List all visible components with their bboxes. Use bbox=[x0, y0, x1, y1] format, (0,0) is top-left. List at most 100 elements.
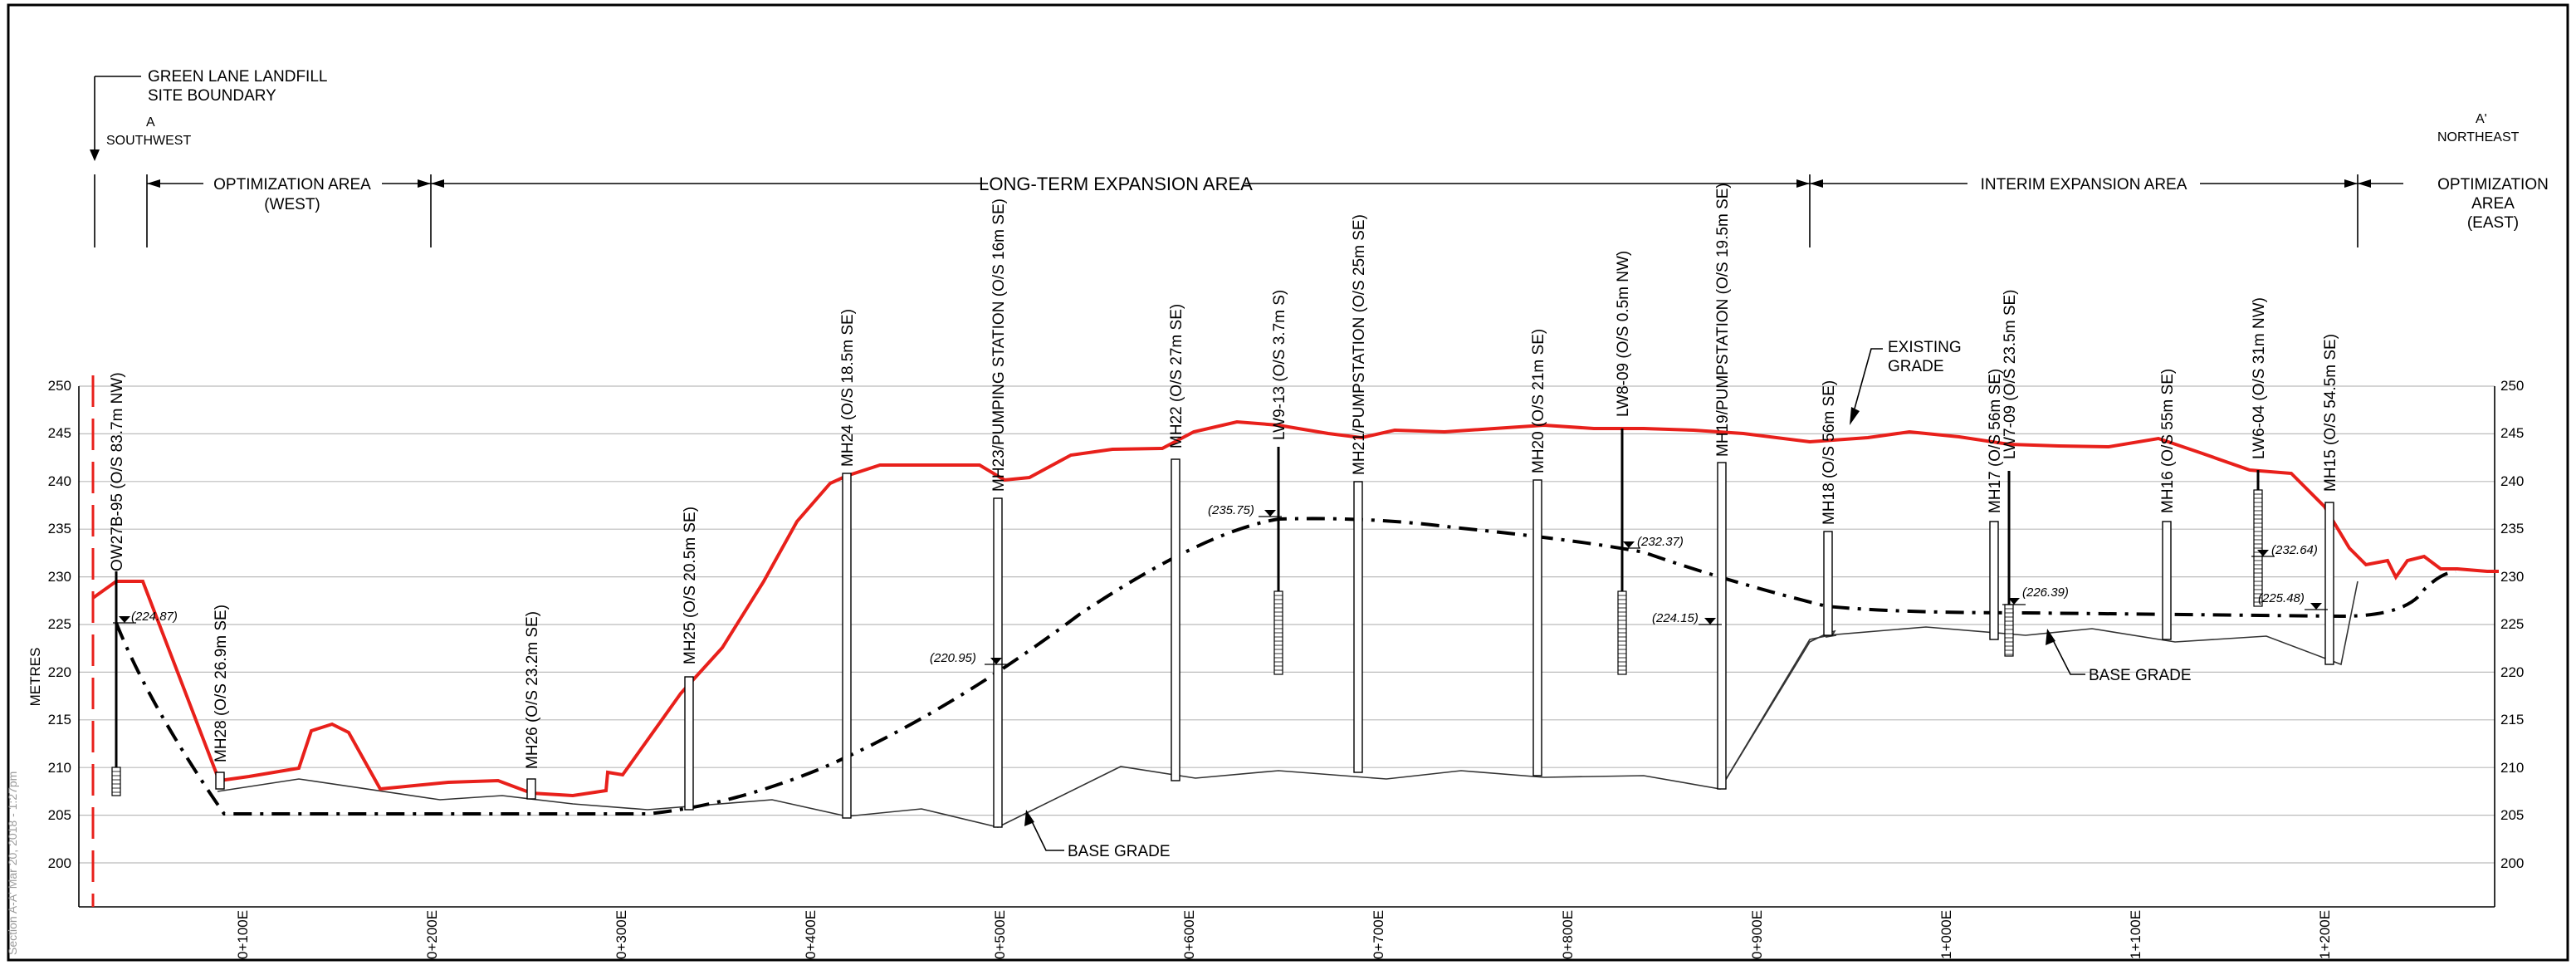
well-label: MH21/PUMPSTATION (O/S 25m SE) bbox=[1351, 214, 1368, 475]
manhole-casing bbox=[1989, 521, 1999, 640]
arrowhead-icon bbox=[2046, 629, 2055, 645]
water-level-elevation: (224.15) bbox=[1652, 611, 1699, 625]
water-level-marker: (226.39) bbox=[2002, 585, 2069, 605]
boundary-subtitle: SITE BOUNDARY bbox=[148, 87, 276, 105]
base-grade-label-east: BASE GRADE bbox=[2089, 667, 2192, 684]
monitoring-well: MH20 (O/S 21m SE) bbox=[1530, 329, 1547, 776]
well-label: MH19/PUMPSTATION (O/S 19.5m SE) bbox=[1714, 183, 1732, 457]
water-level-triangle-icon bbox=[1623, 541, 1635, 548]
boundary-title: GREEN LANE LANDFILL bbox=[148, 68, 327, 86]
water-level-elevation: (235.75) bbox=[1208, 503, 1254, 517]
well-label: MH22 (O/S 27m SE) bbox=[1168, 304, 1185, 448]
x-tick-labels: 0+100E 0+200E 0+300E 0+400E 0+500E 0+600… bbox=[235, 910, 2333, 959]
manhole-casing bbox=[1532, 479, 1542, 776]
water-level-marker: (220.95) bbox=[930, 651, 1008, 665]
x-tick-label: 0+600E bbox=[1181, 910, 1197, 959]
water-level-triangle-icon bbox=[1704, 618, 1716, 625]
existing-grade-line bbox=[91, 419, 2499, 798]
x-tick-label: 1+000E bbox=[1938, 910, 1954, 959]
base-grade-callout-west: BASE GRADE bbox=[1024, 810, 1171, 860]
y-tick-label: 205 bbox=[2500, 807, 2524, 823]
y-tick-label: 230 bbox=[2500, 569, 2524, 585]
water-level-elevation: (224.87) bbox=[131, 610, 178, 624]
manhole-casing bbox=[2162, 521, 2172, 640]
well-screen bbox=[2004, 604, 2014, 657]
area-dividers bbox=[94, 174, 2358, 247]
base-grade-line bbox=[217, 629, 1837, 828]
y-tick-label: 215 bbox=[48, 712, 71, 727]
y-tick-label: 210 bbox=[48, 760, 71, 776]
area-label-long-term-expansion: LONG-TERM EXPANSION AREA bbox=[979, 174, 1253, 194]
water-level-elevation: (226.39) bbox=[2022, 585, 2069, 600]
monitoring-well: MH28 (O/S 26.9m SE) bbox=[213, 605, 230, 790]
well-label: LW6-04 (O/S 31m NW) bbox=[2251, 297, 2268, 459]
water-level-elevation: (232.64) bbox=[2271, 543, 2318, 557]
section-end-letter: A' bbox=[2476, 112, 2487, 126]
side-note: Section A-A' Mar 20, 2018 - 1:27pm bbox=[6, 772, 19, 955]
x-tick-label: 0+100E bbox=[235, 910, 251, 959]
existing-grade-label-line2: GRADE bbox=[1888, 358, 1944, 375]
monitoring-well: MH18 (O/S 56m SE) bbox=[1821, 380, 1838, 636]
monitoring-well: LW6-04 (O/S 31m NW) bbox=[2251, 297, 2268, 607]
y-tick-label: 220 bbox=[48, 664, 71, 680]
existing-grade-callout: EXISTING GRADE bbox=[1850, 339, 1962, 425]
wells-layer: OW27B-95 (O/S 83.7m NW) MH28 (O/S 26.9m S… bbox=[109, 183, 2339, 828]
water-level-triangle-icon bbox=[2310, 603, 2322, 610]
site-boundary-callout: GREEN LANE LANDFILL SITE BOUNDARY bbox=[90, 68, 327, 161]
arrowhead-icon bbox=[1024, 810, 1034, 826]
manhole-casing bbox=[842, 473, 852, 819]
well-label: MH20 (O/S 21m SE) bbox=[1530, 329, 1547, 473]
manhole-casing bbox=[215, 772, 225, 790]
water-level-triangle-icon bbox=[990, 658, 1002, 664]
base-grade-line bbox=[1719, 634, 1831, 790]
manhole-casing bbox=[684, 676, 694, 811]
leachate-mound-line bbox=[115, 517, 2456, 816]
y-tick-label: 200 bbox=[2500, 855, 2524, 871]
well-label: LW8-09 (O/S 0.5m NW) bbox=[1615, 251, 1632, 417]
elevation-grid bbox=[78, 385, 2495, 908]
y-tick-label: 240 bbox=[48, 473, 71, 489]
monitoring-well: MH17 (O/S 56m SE) bbox=[1987, 369, 2004, 640]
water-level-triangle-icon bbox=[2008, 598, 2020, 605]
y-tick-label: 210 bbox=[2500, 760, 2524, 776]
water-level-marker: (235.75) bbox=[1208, 503, 1282, 517]
arrowhead-down-icon bbox=[90, 149, 100, 161]
section-start-letter: A bbox=[146, 115, 155, 130]
y-tick-label: 230 bbox=[48, 569, 71, 585]
y-tick-labels-right: 250 245 240 235 230 225 220 215 210 205 … bbox=[2500, 378, 2524, 871]
area-label-optimization-east-line3: (EAST) bbox=[2467, 214, 2519, 232]
x-tick-label: 1+200E bbox=[2317, 910, 2333, 959]
water-levels-layer: (224.87) (220.95) (235.75) (232.37) (224.15)… bbox=[113, 503, 2328, 665]
well-label: MH26 (O/S 23.2m SE) bbox=[524, 611, 541, 769]
well-label: MH17 (O/S 56m SE) bbox=[1987, 369, 2004, 513]
well-label: LW9-13 (O/S 3.7m S) bbox=[1271, 290, 1288, 440]
water-level-triangle-icon bbox=[1264, 510, 1276, 517]
section-end-direction: NORTHEAST bbox=[2437, 130, 2520, 145]
y-tick-label: 245 bbox=[48, 425, 71, 441]
y-tick-label: 240 bbox=[2500, 473, 2524, 489]
water-level-elevation: (225.48) bbox=[2258, 591, 2305, 605]
area-label-interim-expansion: INTERIM EXPANSION AREA bbox=[1981, 176, 2187, 193]
x-tick-label: 0+200E bbox=[424, 910, 440, 959]
y-tick-label: 250 bbox=[2500, 378, 2524, 394]
water-level-marker: (224.15) bbox=[1652, 611, 1722, 625]
y-tick-label: 205 bbox=[48, 807, 71, 823]
x-tick-label: 0+300E bbox=[613, 910, 629, 959]
y-tick-labels-left: 250 245 240 235 230 225 220 215 210 205 … bbox=[48, 378, 71, 871]
well-label: MH24 (O/S 18.5m SE) bbox=[839, 309, 857, 467]
manhole-casing bbox=[526, 778, 536, 800]
manhole-casing bbox=[1823, 531, 1833, 636]
monitoring-well: MH22 (O/S 27m SE) bbox=[1168, 304, 1185, 781]
water-level-elevation: (232.37) bbox=[1637, 535, 1684, 549]
well-screen bbox=[111, 767, 121, 796]
y-tick-label: 235 bbox=[2500, 521, 2524, 536]
y-tick-label: 250 bbox=[48, 378, 71, 394]
y-tick-label: 235 bbox=[48, 521, 71, 536]
x-tick-label: 0+500E bbox=[992, 910, 1008, 959]
area-label-optimization-west: OPTIMIZATION AREA bbox=[213, 176, 371, 193]
water-level-marker: (232.64) bbox=[2251, 543, 2318, 557]
x-tick-label: 0+700E bbox=[1371, 910, 1386, 959]
x-tick-label: 1+100E bbox=[2128, 910, 2143, 959]
well-label: MH18 (O/S 56m SE) bbox=[1821, 380, 1838, 525]
